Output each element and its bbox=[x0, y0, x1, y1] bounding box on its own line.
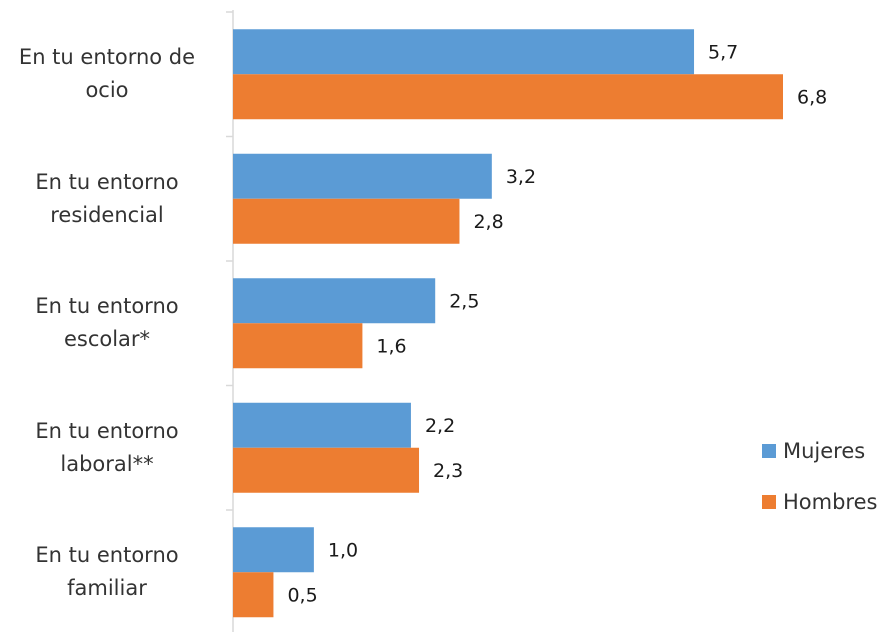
bar bbox=[233, 447, 420, 493]
bar bbox=[233, 323, 363, 369]
value-label: 0,5 bbox=[287, 584, 317, 606]
legend-label: Mujeres bbox=[783, 439, 865, 463]
bar bbox=[233, 74, 783, 120]
bar bbox=[233, 29, 695, 75]
bar bbox=[233, 278, 436, 324]
value-label: 1,0 bbox=[328, 539, 358, 561]
value-label: 5,7 bbox=[708, 41, 738, 63]
value-label: 2,3 bbox=[433, 460, 463, 482]
category-label: En tu entorno escolar* bbox=[35, 294, 179, 352]
legend-swatch bbox=[762, 444, 776, 458]
category-label: En tu entorno de ocio bbox=[18, 45, 196, 103]
category-label: En tu entorno familiar bbox=[35, 543, 179, 601]
bar bbox=[233, 198, 460, 244]
value-label: 2,8 bbox=[473, 211, 503, 233]
bar bbox=[233, 402, 411, 448]
bar bbox=[233, 153, 492, 199]
bar bbox=[233, 527, 314, 573]
bar bbox=[233, 572, 274, 618]
category-label: En tu entorno residencial bbox=[35, 169, 179, 227]
category-label: En tu entorno laboral** bbox=[35, 418, 179, 476]
value-label: 3,2 bbox=[506, 166, 536, 188]
legend-label: Hombres bbox=[783, 490, 877, 514]
value-label: 1,6 bbox=[376, 335, 406, 357]
value-label: 2,5 bbox=[449, 290, 479, 312]
value-label: 2,2 bbox=[425, 415, 455, 437]
value-label: 6,8 bbox=[797, 86, 827, 108]
legend-swatch bbox=[762, 495, 776, 509]
